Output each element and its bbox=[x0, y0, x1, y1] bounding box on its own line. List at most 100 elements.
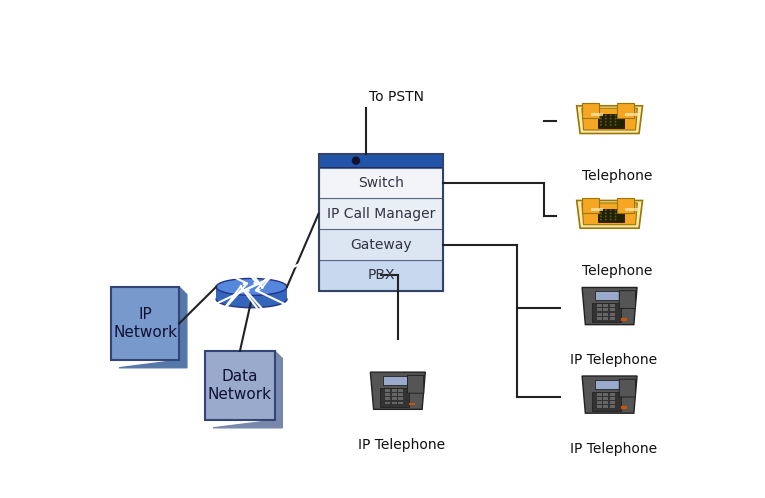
Polygon shape bbox=[582, 198, 599, 213]
Bar bbox=[597, 405, 601, 408]
FancyBboxPatch shape bbox=[620, 379, 636, 397]
Ellipse shape bbox=[216, 278, 287, 295]
Circle shape bbox=[605, 118, 607, 120]
Circle shape bbox=[600, 216, 602, 218]
Bar bbox=[399, 397, 403, 400]
Bar bbox=[598, 115, 624, 127]
Bar bbox=[392, 393, 396, 396]
Polygon shape bbox=[577, 106, 643, 133]
Bar bbox=[610, 401, 615, 404]
Bar bbox=[597, 317, 601, 320]
Polygon shape bbox=[577, 201, 643, 228]
Circle shape bbox=[600, 124, 602, 126]
Bar bbox=[399, 401, 403, 404]
Circle shape bbox=[610, 115, 611, 117]
Bar bbox=[604, 317, 608, 320]
Bar bbox=[604, 393, 608, 396]
Circle shape bbox=[614, 124, 617, 126]
Bar bbox=[610, 405, 615, 408]
Text: Telephone: Telephone bbox=[582, 169, 653, 183]
Bar bbox=[205, 351, 275, 420]
Polygon shape bbox=[617, 198, 634, 213]
Text: Gateway: Gateway bbox=[350, 238, 412, 251]
Text: Telephone: Telephone bbox=[582, 264, 653, 278]
Circle shape bbox=[600, 219, 602, 221]
Text: Switch: Switch bbox=[358, 176, 404, 190]
Bar bbox=[610, 304, 615, 307]
Bar bbox=[597, 401, 601, 404]
Circle shape bbox=[605, 219, 607, 221]
Bar bbox=[318, 198, 443, 229]
Circle shape bbox=[605, 121, 607, 123]
Circle shape bbox=[605, 115, 607, 117]
Circle shape bbox=[605, 209, 607, 211]
Bar bbox=[621, 318, 627, 321]
Bar bbox=[597, 393, 601, 396]
Bar bbox=[385, 401, 389, 404]
Bar bbox=[392, 401, 396, 404]
Circle shape bbox=[600, 118, 602, 120]
Circle shape bbox=[614, 212, 617, 214]
Circle shape bbox=[610, 212, 611, 214]
Circle shape bbox=[610, 121, 611, 123]
Circle shape bbox=[605, 124, 607, 126]
Bar bbox=[604, 397, 608, 400]
Bar bbox=[592, 392, 621, 411]
Bar bbox=[318, 167, 443, 198]
Circle shape bbox=[600, 209, 602, 211]
Bar bbox=[318, 229, 443, 260]
Bar bbox=[591, 208, 603, 211]
Bar bbox=[385, 397, 389, 400]
Bar bbox=[318, 154, 443, 167]
Bar bbox=[591, 114, 603, 116]
Bar bbox=[604, 313, 608, 316]
Bar bbox=[399, 389, 403, 392]
Bar bbox=[604, 405, 608, 408]
Text: IP Call Manager: IP Call Manager bbox=[327, 207, 435, 221]
Polygon shape bbox=[582, 287, 637, 325]
Circle shape bbox=[614, 216, 617, 218]
Bar bbox=[385, 393, 389, 396]
Bar bbox=[604, 308, 608, 311]
Text: PBX: PBX bbox=[367, 268, 395, 282]
Ellipse shape bbox=[216, 291, 287, 308]
Circle shape bbox=[610, 219, 611, 221]
Circle shape bbox=[605, 212, 607, 214]
Bar bbox=[595, 380, 620, 389]
Polygon shape bbox=[617, 104, 634, 118]
Bar bbox=[383, 376, 408, 385]
Text: IP
Network: IP Network bbox=[113, 307, 177, 340]
Circle shape bbox=[600, 121, 602, 123]
Circle shape bbox=[352, 156, 360, 165]
FancyBboxPatch shape bbox=[620, 291, 636, 308]
Circle shape bbox=[614, 115, 617, 117]
Circle shape bbox=[600, 115, 602, 117]
Polygon shape bbox=[370, 372, 425, 409]
Text: Data
Network: Data Network bbox=[208, 370, 272, 402]
Bar bbox=[385, 389, 389, 392]
Bar bbox=[595, 291, 620, 300]
Circle shape bbox=[610, 216, 611, 218]
Bar bbox=[598, 209, 624, 222]
Bar bbox=[597, 308, 601, 311]
Bar bbox=[318, 154, 443, 291]
Text: IP Telephone: IP Telephone bbox=[570, 442, 657, 456]
Text: IP Telephone: IP Telephone bbox=[358, 438, 445, 452]
Bar bbox=[604, 401, 608, 404]
Bar bbox=[610, 308, 615, 311]
Bar bbox=[604, 304, 608, 307]
Bar bbox=[610, 397, 615, 400]
Text: IP Telephone: IP Telephone bbox=[570, 353, 657, 367]
Bar bbox=[112, 287, 179, 360]
Polygon shape bbox=[582, 376, 637, 413]
Bar bbox=[610, 393, 615, 396]
Circle shape bbox=[614, 209, 617, 211]
Bar bbox=[318, 260, 443, 291]
Polygon shape bbox=[582, 104, 599, 118]
Bar bbox=[625, 208, 638, 211]
Circle shape bbox=[614, 118, 617, 120]
Bar bbox=[621, 406, 627, 409]
Circle shape bbox=[600, 212, 602, 214]
Bar bbox=[392, 397, 396, 400]
Circle shape bbox=[605, 216, 607, 218]
